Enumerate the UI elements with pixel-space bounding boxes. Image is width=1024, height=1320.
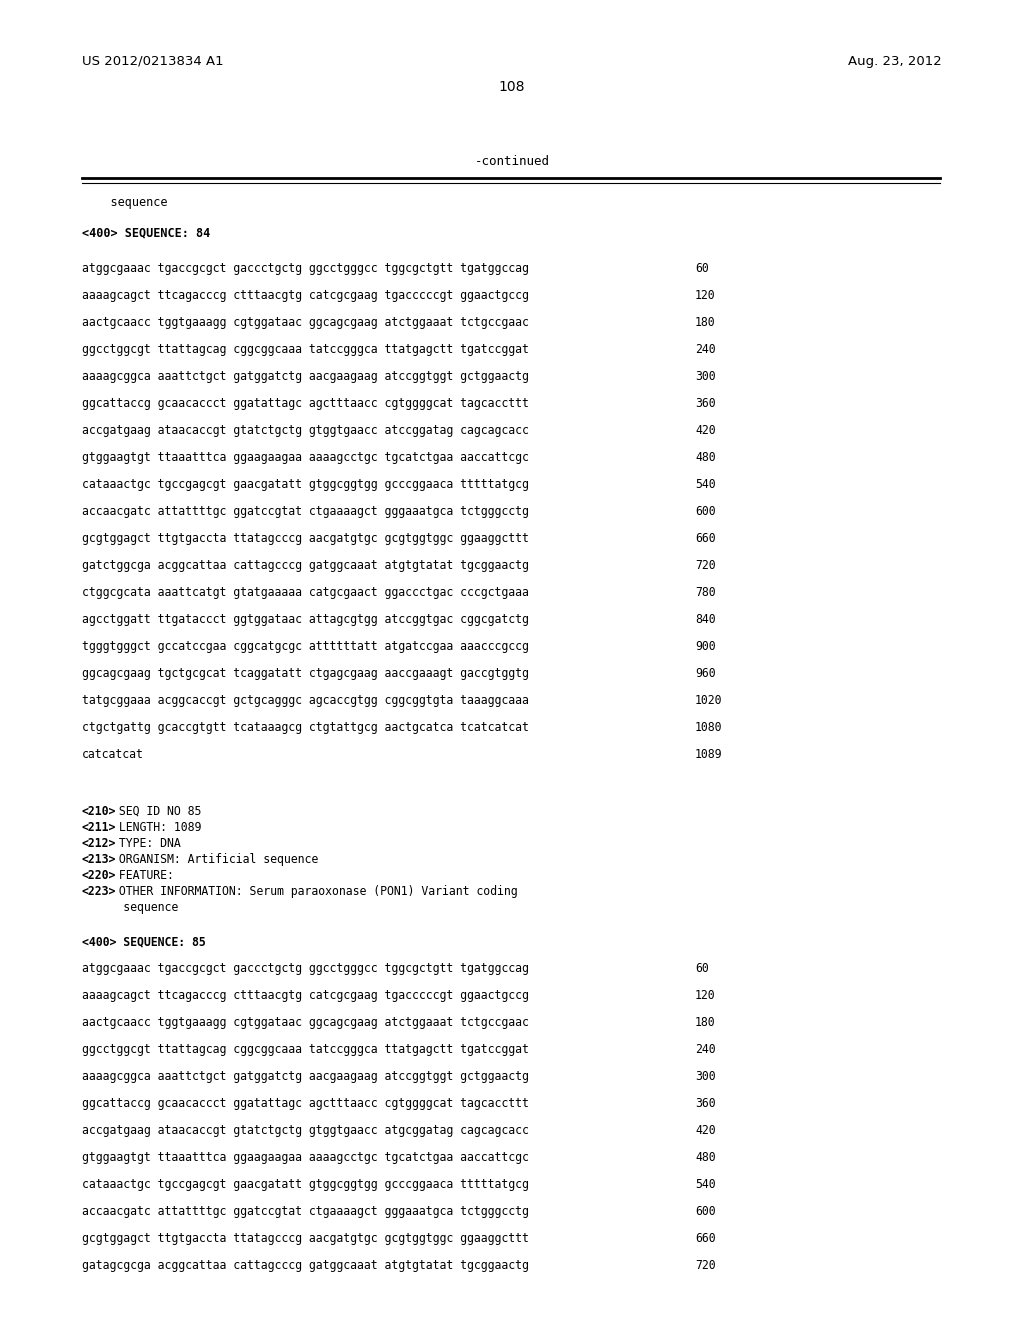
- Text: <223>: <223>: [82, 884, 117, 898]
- Text: tgggtgggct gccatccgaa cggcatgcgc attttttatt atgatccgaa aaacccgccg: tgggtgggct gccatccgaa cggcatgcgc atttttt…: [82, 640, 528, 653]
- Text: agcctggatt ttgataccct ggtggataac attagcgtgg atccggtgac cggcgatctg: agcctggatt ttgataccct ggtggataac attagcg…: [82, 612, 528, 626]
- Text: atggcgaaac tgaccgcgct gaccctgctg ggcctgggcc tggcgctgtt tgatggccag: atggcgaaac tgaccgcgct gaccctgctg ggcctgg…: [82, 962, 528, 975]
- Text: gcgtggagct ttgtgaccta ttatagcccg aacgatgtgc gcgtggtggc ggaaggcttt: gcgtggagct ttgtgaccta ttatagcccg aacgatg…: [82, 532, 528, 545]
- Text: accgatgaag ataacaccgt gtatctgctg gtggtgaacc atgcggatag cagcagcacc: accgatgaag ataacaccgt gtatctgctg gtggtga…: [82, 1125, 528, 1137]
- Text: 300: 300: [695, 1071, 716, 1082]
- Text: 540: 540: [695, 478, 716, 491]
- Text: 660: 660: [695, 532, 716, 545]
- Text: Aug. 23, 2012: Aug. 23, 2012: [848, 55, 942, 69]
- Text: 60: 60: [695, 261, 709, 275]
- Text: 660: 660: [695, 1232, 716, 1245]
- Text: <210>: <210>: [82, 805, 117, 818]
- Text: gtggaagtgt ttaaatttca ggaagaagaa aaaagcctgc tgcatctgaa aaccattcgc: gtggaagtgt ttaaatttca ggaagaagaa aaaagcc…: [82, 1151, 528, 1164]
- Text: -continued: -continued: [474, 154, 550, 168]
- Text: 420: 420: [695, 1125, 716, 1137]
- Text: 240: 240: [695, 1043, 716, 1056]
- Text: 960: 960: [695, 667, 716, 680]
- Text: 600: 600: [695, 506, 716, 517]
- Text: ggcctggcgt ttattagcag cggcggcaaa tatccgggca ttatgagctt tgatccggat: ggcctggcgt ttattagcag cggcggcaaa tatccgg…: [82, 1043, 528, 1056]
- Text: ORGANISM: Artificial sequence: ORGANISM: Artificial sequence: [113, 853, 318, 866]
- Text: 108: 108: [499, 81, 525, 94]
- Text: accaacgatc attattttgc ggatccgtat ctgaaaagct gggaaatgca tctgggcctg: accaacgatc attattttgc ggatccgtat ctgaaaa…: [82, 506, 528, 517]
- Text: 360: 360: [695, 1097, 716, 1110]
- Text: gatctggcga acggcattaa cattagcccg gatggcaaat atgtgtatat tgcggaactg: gatctggcga acggcattaa cattagcccg gatggca…: [82, 558, 528, 572]
- Text: TYPE: DNA: TYPE: DNA: [113, 837, 181, 850]
- Text: gtggaagtgt ttaaatttca ggaagaagaa aaaagcctgc tgcatctgaa aaccattcgc: gtggaagtgt ttaaatttca ggaagaagaa aaaagcc…: [82, 451, 528, 465]
- Text: 720: 720: [695, 1259, 716, 1272]
- Text: 1080: 1080: [695, 721, 723, 734]
- Text: <400> SEQUENCE: 85: <400> SEQUENCE: 85: [82, 935, 206, 948]
- Text: cataaactgc tgccgagcgt gaacgatatt gtggcggtgg gcccggaaca tttttatgcg: cataaactgc tgccgagcgt gaacgatatt gtggcgg…: [82, 478, 528, 491]
- Text: ggcctggcgt ttattagcag cggcggcaaa tatccgggca ttatgagctt tgatccggat: ggcctggcgt ttattagcag cggcggcaaa tatccgg…: [82, 343, 528, 356]
- Text: aaaagcggca aaattctgct gatggatctg aacgaagaag atccggtggt gctggaactg: aaaagcggca aaattctgct gatggatctg aacgaag…: [82, 1071, 528, 1082]
- Text: sequence: sequence: [82, 195, 168, 209]
- Text: ctgctgattg gcaccgtgtt tcataaagcg ctgtattgcg aactgcatca tcatcatcat: ctgctgattg gcaccgtgtt tcataaagcg ctgtatt…: [82, 721, 528, 734]
- Text: 780: 780: [695, 586, 716, 599]
- Text: <400> SEQUENCE: 84: <400> SEQUENCE: 84: [82, 226, 210, 239]
- Text: aactgcaacc tggtgaaagg cgtggataac ggcagcgaag atctggaaat tctgccgaac: aactgcaacc tggtgaaagg cgtggataac ggcagcg…: [82, 1016, 528, 1030]
- Text: 720: 720: [695, 558, 716, 572]
- Text: <212>: <212>: [82, 837, 117, 850]
- Text: 180: 180: [695, 1016, 716, 1030]
- Text: sequence: sequence: [82, 902, 178, 913]
- Text: aactgcaacc tggtgaaagg cgtggataac ggcagcgaag atctggaaat tctgccgaac: aactgcaacc tggtgaaagg cgtggataac ggcagcg…: [82, 315, 528, 329]
- Text: tatgcggaaa acggcaccgt gctgcagggc agcaccgtgg cggcggtgta taaaggcaaa: tatgcggaaa acggcaccgt gctgcagggc agcaccg…: [82, 694, 528, 708]
- Text: gcgtggagct ttgtgaccta ttatagcccg aacgatgtgc gcgtggtggc ggaaggcttt: gcgtggagct ttgtgaccta ttatagcccg aacgatg…: [82, 1232, 528, 1245]
- Text: 600: 600: [695, 1205, 716, 1218]
- Text: 840: 840: [695, 612, 716, 626]
- Text: aaaagcagct ttcagacccg ctttaacgtg catcgcgaag tgacccccgt ggaactgccg: aaaagcagct ttcagacccg ctttaacgtg catcgcg…: [82, 989, 528, 1002]
- Text: aaaagcagct ttcagacccg ctttaacgtg catcgcgaag tgacccccgt ggaactgccg: aaaagcagct ttcagacccg ctttaacgtg catcgcg…: [82, 289, 528, 302]
- Text: 300: 300: [695, 370, 716, 383]
- Text: SEQ ID NO 85: SEQ ID NO 85: [113, 805, 202, 818]
- Text: 1020: 1020: [695, 694, 723, 708]
- Text: accaacgatc attattttgc ggatccgtat ctgaaaagct gggaaatgca tctgggcctg: accaacgatc attattttgc ggatccgtat ctgaaaa…: [82, 1205, 528, 1218]
- Text: 900: 900: [695, 640, 716, 653]
- Text: 360: 360: [695, 397, 716, 411]
- Text: 1089: 1089: [695, 748, 723, 762]
- Text: catcatcat: catcatcat: [82, 748, 144, 762]
- Text: <220>: <220>: [82, 869, 117, 882]
- Text: 480: 480: [695, 451, 716, 465]
- Text: 420: 420: [695, 424, 716, 437]
- Text: <213>: <213>: [82, 853, 117, 866]
- Text: atggcgaaac tgaccgcgct gaccctgctg ggcctgggcc tggcgctgtt tgatggccag: atggcgaaac tgaccgcgct gaccctgctg ggcctgg…: [82, 261, 528, 275]
- Text: US 2012/0213834 A1: US 2012/0213834 A1: [82, 55, 223, 69]
- Text: 60: 60: [695, 962, 709, 975]
- Text: 540: 540: [695, 1177, 716, 1191]
- Text: FEATURE:: FEATURE:: [113, 869, 174, 882]
- Text: gatagcgcga acggcattaa cattagcccg gatggcaaat atgtgtatat tgcggaactg: gatagcgcga acggcattaa cattagcccg gatggca…: [82, 1259, 528, 1272]
- Text: 240: 240: [695, 343, 716, 356]
- Text: 180: 180: [695, 315, 716, 329]
- Text: ggcagcgaag tgctgcgcat tcaggatatt ctgagcgaag aaccgaaagt gaccgtggtg: ggcagcgaag tgctgcgcat tcaggatatt ctgagcg…: [82, 667, 528, 680]
- Text: <211>: <211>: [82, 821, 117, 834]
- Text: ctggcgcata aaattcatgt gtatgaaaaa catgcgaact ggaccctgac cccgctgaaa: ctggcgcata aaattcatgt gtatgaaaaa catgcga…: [82, 586, 528, 599]
- Text: ggcattaccg gcaacaccct ggatattagc agctttaacc cgtggggcat tagcaccttt: ggcattaccg gcaacaccct ggatattagc agcttta…: [82, 1097, 528, 1110]
- Text: ggcattaccg gcaacaccct ggatattagc agctttaacc cgtggggcat tagcaccttt: ggcattaccg gcaacaccct ggatattagc agcttta…: [82, 397, 528, 411]
- Text: 480: 480: [695, 1151, 716, 1164]
- Text: OTHER INFORMATION: Serum paraoxonase (PON1) Variant coding: OTHER INFORMATION: Serum paraoxonase (PO…: [113, 884, 518, 898]
- Text: 120: 120: [695, 289, 716, 302]
- Text: 120: 120: [695, 989, 716, 1002]
- Text: LENGTH: 1089: LENGTH: 1089: [113, 821, 202, 834]
- Text: accgatgaag ataacaccgt gtatctgctg gtggtgaacc atccggatag cagcagcacc: accgatgaag ataacaccgt gtatctgctg gtggtga…: [82, 424, 528, 437]
- Text: cataaactgc tgccgagcgt gaacgatatt gtggcggtgg gcccggaaca tttttatgcg: cataaactgc tgccgagcgt gaacgatatt gtggcgg…: [82, 1177, 528, 1191]
- Text: aaaagcggca aaattctgct gatggatctg aacgaagaag atccggtggt gctggaactg: aaaagcggca aaattctgct gatggatctg aacgaag…: [82, 370, 528, 383]
